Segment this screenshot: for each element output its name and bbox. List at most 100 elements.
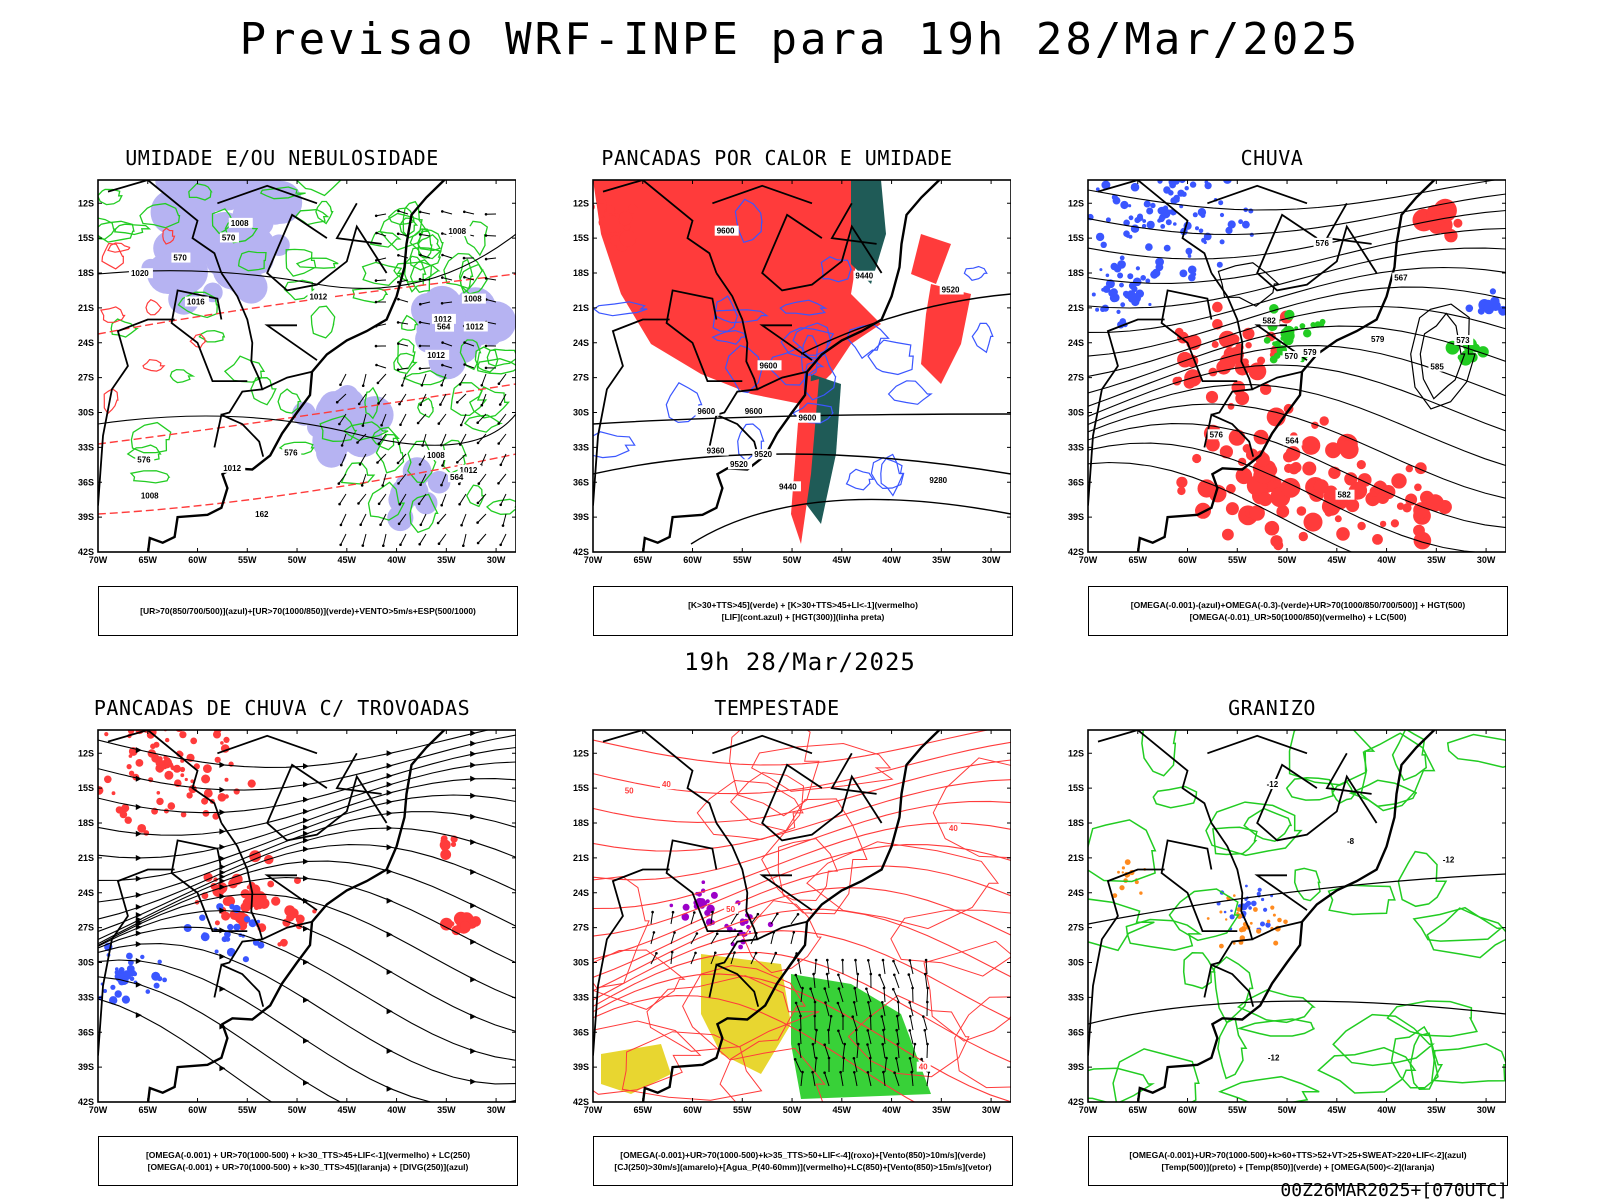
lat-tick-label: 39S [1068,512,1084,522]
lon-tick-label: 45W [338,1105,357,1115]
lat-tick-label: 36S [78,477,94,487]
contour-label: 162 [255,510,269,519]
lat-tick-label: 18S [78,268,94,278]
panel-title: TEMPESTADE [551,696,1003,720]
lat-tick-label: 39S [573,512,589,522]
lat-tick-label: 36S [1068,1027,1084,1037]
contour-label: 1008 [448,227,466,236]
lon-tick-label: 35W [437,1105,456,1115]
contour-label: 579 [1303,348,1317,357]
mid-date: 19h 28/Mar/2025 [0,648,1600,676]
contour-label: 570 [173,254,187,263]
panel-title: PANCADAS DE CHUVA C/ TROVOADAS [56,696,508,720]
lat-tick-label: 12S [78,748,94,758]
legend-box: [UR>70(850/700/500)](azul)+[UR>70(1000/8… [98,586,518,636]
panel-title: CHUVA [1046,146,1498,170]
lon-tick-label: 60W [188,555,207,565]
lat-tick-label: 30S [78,958,94,968]
contour-label: 9520 [730,460,748,469]
panel-title: PANCADAS POR CALOR E UMIDADE [551,146,1003,170]
contour-label: -8 [1347,837,1355,846]
lat-tick-label: 30S [78,408,94,418]
contour-label: 564 [1285,437,1299,446]
lon-tick-label: 35W [437,555,456,565]
lon-tick-label: 35W [932,1105,951,1115]
contour-label: 1020 [131,269,149,278]
contour-label: 9440 [779,482,797,491]
contour-label: 9520 [754,450,772,459]
legend-line: [UR>70(850/700/500)](azul)+[UR>70(1000/8… [140,605,476,617]
legend-box: [OMEGA(-0.001)-(azul)+OMEGA(-0.3)-(verde… [1088,586,1508,636]
lon-tick-label: 60W [683,555,702,565]
lat-tick-label: 36S [1068,477,1084,487]
lon-tick-label: 60W [1178,555,1197,565]
lat-tick-label: 18S [1068,268,1084,278]
lat-tick-label: 12S [78,198,94,208]
contour-label: 564 [437,323,451,332]
lat-tick-label: 24S [1068,888,1084,898]
lat-tick-label: 21S [78,303,94,313]
panel-title: GRANIZO [1046,696,1498,720]
lat-tick-label: 21S [573,303,589,313]
lon-tick-label: 70W [89,555,108,565]
lat-tick-label: 39S [573,1062,589,1072]
lon-tick-label: 45W [1328,555,1347,565]
lon-tick-label: 50W [1278,555,1297,565]
lon-tick-label: 40W [1377,1105,1396,1115]
contour-label: 1016 [187,298,205,307]
lon-tick-label: 70W [1079,1105,1098,1115]
contour-label: 579 [1371,335,1385,344]
lon-tick-label: 65W [634,555,653,565]
lon-tick-label: 50W [783,1105,802,1115]
contour-label: -12 [1267,780,1279,789]
lon-tick-label: 45W [338,555,357,565]
lon-tick-label: 30W [1477,1105,1496,1115]
lon-tick-label: 45W [833,1105,852,1115]
lat-tick-label: 12S [573,198,589,208]
lon-tick-label: 40W [1377,555,1396,565]
lat-tick-label: 39S [1068,1062,1084,1072]
contour-label: 582 [1263,316,1277,325]
lon-tick-label: 65W [139,555,158,565]
lat-tick-label: 24S [78,338,94,348]
lon-tick-label: 45W [1328,1105,1347,1115]
lon-tick-label: 30W [982,555,1001,565]
lat-tick-label: 36S [78,1027,94,1037]
contour-label: 576 [137,456,151,465]
lon-tick-label: 40W [387,555,406,565]
lat-tick-label: 39S [78,512,94,522]
contour-label: 50 [726,905,735,914]
contour-label: 1012 [309,292,327,301]
contour-label: 576 [1210,430,1224,439]
lat-tick-label: 30S [573,958,589,968]
legend-box: [OMEGA(-0.001) + UR>70(1000-500) + k>30_… [98,1136,518,1186]
lat-tick-label: 27S [1068,923,1084,933]
lon-tick-label: 55W [1228,555,1247,565]
lat-tick-label: 15S [1068,233,1084,243]
lat-tick-label: 12S [1068,198,1084,208]
contour-label: 9600 [697,407,715,416]
lon-tick-label: 45W [833,555,852,565]
lat-tick-label: 21S [1068,853,1084,863]
panel-title: UMIDADE E/OU NEBULOSIDADE [56,146,508,170]
contour-label: 1008 [231,219,249,228]
lon-tick-label: 35W [932,555,951,565]
lat-tick-label: 12S [573,748,589,758]
lat-tick-label: 24S [1068,338,1084,348]
lat-tick-label: 33S [1068,442,1084,452]
contour-label: 40 [949,824,958,833]
contour-label: 570 [1285,352,1299,361]
lat-tick-label: 21S [78,853,94,863]
contour-label: 1008 [141,491,159,500]
lon-tick-label: 35W [1427,1105,1446,1115]
lon-tick-label: 55W [238,1105,257,1115]
lat-tick-label: 33S [78,442,94,452]
lat-tick-label: 27S [78,923,94,933]
legend-line: [Temp(500)](preto) + [Temp(850)](verde) … [1162,1161,1435,1173]
contour-label: 576 [1316,239,1330,248]
